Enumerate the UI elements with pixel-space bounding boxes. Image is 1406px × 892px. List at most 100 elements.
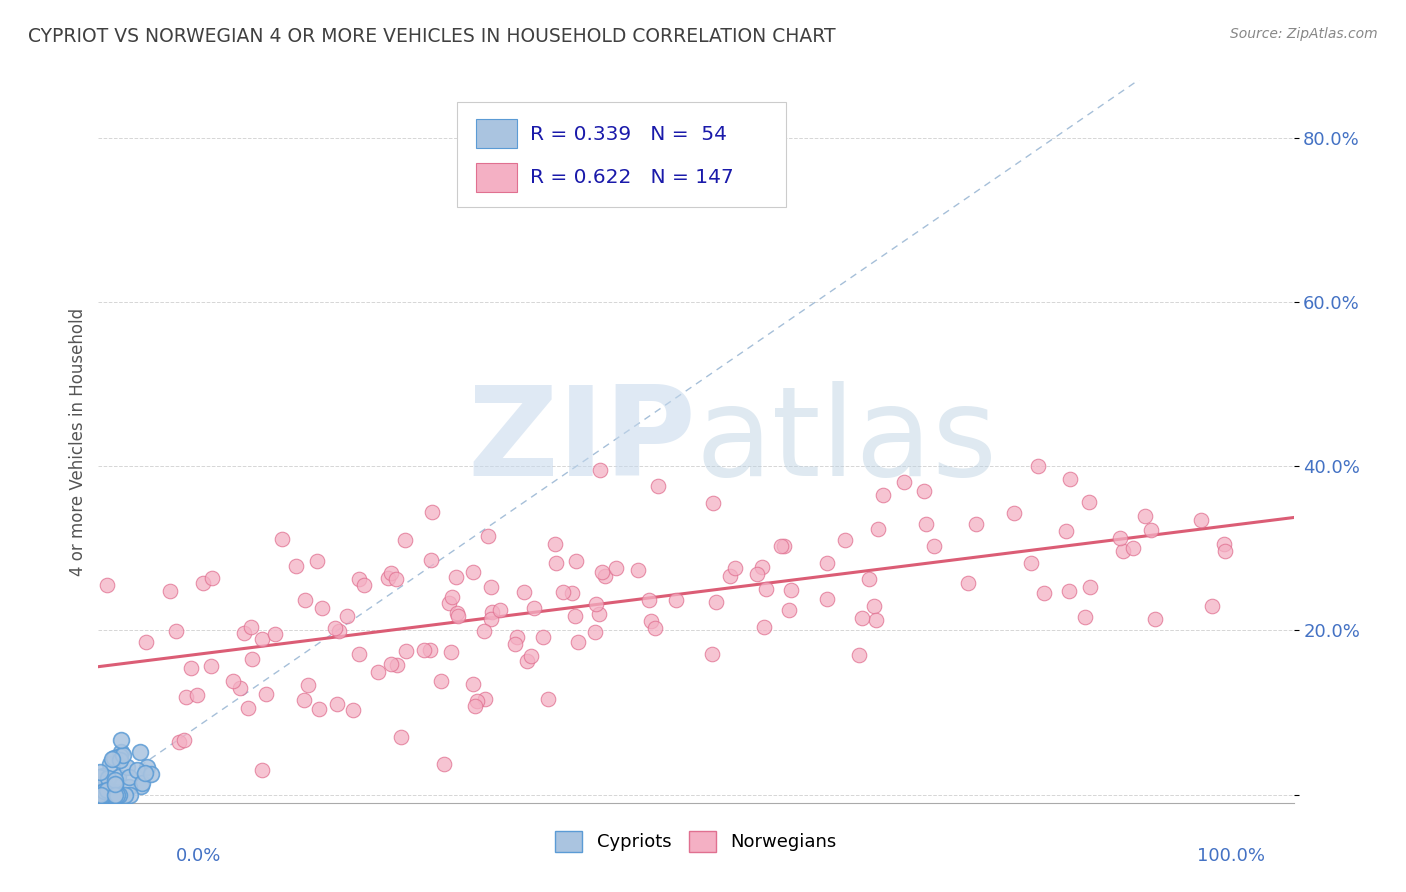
Point xyxy=(252,632,274,647)
Point xyxy=(186,688,208,702)
Point xyxy=(394,533,416,547)
Point xyxy=(101,752,124,766)
Point xyxy=(104,772,127,787)
Point xyxy=(229,681,252,695)
Point xyxy=(627,563,650,577)
Point xyxy=(479,612,502,626)
Point xyxy=(1074,610,1097,624)
Point xyxy=(112,747,135,762)
Point xyxy=(868,522,890,536)
Point xyxy=(342,703,364,717)
Point xyxy=(91,788,114,802)
Point xyxy=(848,648,870,663)
Point xyxy=(537,692,560,706)
Point xyxy=(506,630,529,644)
Point xyxy=(439,596,461,610)
Text: 0.0%: 0.0% xyxy=(176,847,221,865)
Point xyxy=(108,788,131,802)
Point xyxy=(1054,524,1077,539)
Point xyxy=(723,561,745,575)
Point xyxy=(103,751,125,765)
Point xyxy=(865,613,887,627)
Point xyxy=(477,529,499,543)
Point xyxy=(747,567,769,582)
Text: R = 0.339   N =  54: R = 0.339 N = 54 xyxy=(530,125,727,144)
Point xyxy=(858,572,880,586)
Point xyxy=(131,776,153,790)
Point xyxy=(165,624,187,639)
Point xyxy=(605,561,627,575)
Point xyxy=(200,659,222,673)
Point xyxy=(236,701,259,715)
Point xyxy=(523,601,546,615)
FancyBboxPatch shape xyxy=(457,102,786,207)
Point xyxy=(912,483,935,498)
Point xyxy=(91,769,114,783)
Point xyxy=(446,606,468,620)
Point xyxy=(1143,612,1166,626)
Point xyxy=(271,532,294,546)
Point xyxy=(353,578,375,592)
Point xyxy=(118,788,141,802)
Point xyxy=(560,586,582,600)
Point xyxy=(481,605,503,619)
Point xyxy=(770,539,793,553)
Point xyxy=(89,787,111,801)
Point xyxy=(328,624,350,638)
Point xyxy=(503,637,526,651)
Point xyxy=(1122,541,1144,555)
Point xyxy=(311,600,333,615)
Point xyxy=(430,673,453,688)
Point xyxy=(91,788,114,802)
Point xyxy=(1059,472,1081,486)
Point xyxy=(90,785,112,799)
Point xyxy=(420,505,443,519)
Point xyxy=(254,687,277,701)
Point xyxy=(377,571,399,585)
Point xyxy=(367,665,389,679)
Point xyxy=(380,657,402,671)
Point xyxy=(465,694,488,708)
Point xyxy=(638,593,661,607)
Point xyxy=(567,635,589,649)
Point xyxy=(173,733,195,747)
Point xyxy=(544,556,567,570)
Point xyxy=(384,572,406,586)
Point xyxy=(755,582,778,597)
Point xyxy=(101,787,124,801)
Point xyxy=(924,540,946,554)
Point xyxy=(441,591,464,605)
Text: ZIP: ZIP xyxy=(467,381,696,502)
Point xyxy=(96,783,118,797)
Point xyxy=(702,496,724,510)
Point xyxy=(191,575,214,590)
Point xyxy=(239,620,262,634)
Point xyxy=(336,608,359,623)
Point xyxy=(385,657,408,672)
Point xyxy=(94,788,117,802)
Point xyxy=(1201,599,1223,613)
Point xyxy=(104,777,127,791)
Point xyxy=(588,607,610,622)
Point xyxy=(222,673,245,688)
Point xyxy=(1002,506,1025,520)
Point xyxy=(772,539,794,553)
Point xyxy=(105,788,128,802)
Point xyxy=(440,645,463,659)
Point xyxy=(1109,531,1132,545)
Point xyxy=(644,621,666,635)
Point xyxy=(104,778,127,792)
Point xyxy=(292,693,315,707)
Point xyxy=(263,627,285,641)
Point xyxy=(479,580,502,594)
Point xyxy=(325,697,347,711)
Text: 100.0%: 100.0% xyxy=(1198,847,1265,865)
Point xyxy=(1189,513,1212,527)
Point xyxy=(167,735,190,749)
Point xyxy=(1133,509,1156,524)
Point xyxy=(323,621,346,635)
Point xyxy=(117,780,139,795)
Text: atlas: atlas xyxy=(696,381,998,502)
Point xyxy=(851,611,873,625)
Point xyxy=(862,599,884,613)
